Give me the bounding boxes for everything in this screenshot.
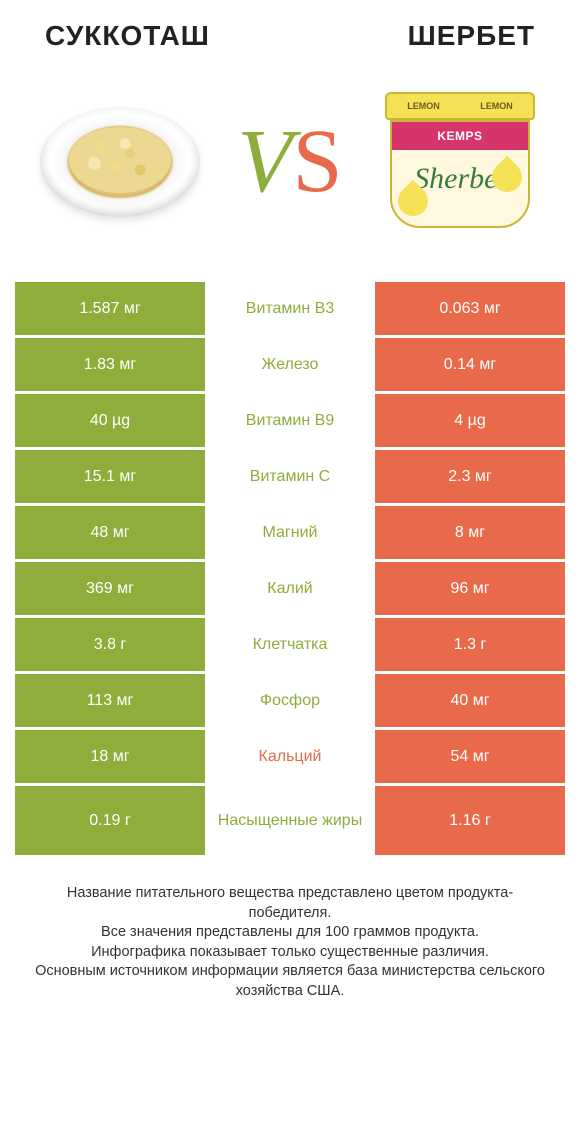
title-row: СУККОТАШ ШЕРБЕТ [15, 20, 565, 52]
tub-script: Sherbet [414, 162, 506, 196]
left-value: 369 мг [15, 562, 205, 615]
nutrient-name: Клетчатка [205, 618, 375, 671]
tub-lid-text-right: LEMON [480, 101, 513, 111]
right-value: 8 мг [375, 506, 565, 559]
right-value: 54 мг [375, 730, 565, 783]
left-value: 18 мг [15, 730, 205, 783]
right-value: 0.14 мг [375, 338, 565, 391]
right-title: ШЕРБЕТ [408, 20, 535, 52]
tub-lid: LEMON LEMON [385, 92, 535, 120]
right-value: 40 мг [375, 674, 565, 727]
left-value: 113 мг [15, 674, 205, 727]
nutrient-name: Магний [205, 506, 375, 559]
vs-label: VS [237, 117, 342, 207]
table-row: 1.587 мгВитамин B30.063 мг [15, 282, 565, 338]
nutrient-name: Железо [205, 338, 375, 391]
right-value: 0.063 мг [375, 282, 565, 335]
left-value: 3.8 г [15, 618, 205, 671]
nutrient-name: Витамин B3 [205, 282, 375, 335]
nutrient-name: Кальций [205, 730, 375, 783]
left-title: СУККОТАШ [45, 20, 210, 52]
left-value: 48 мг [15, 506, 205, 559]
right-food-image: LEMON LEMON KEMPS Sherbet [375, 92, 545, 232]
vs-v: V [237, 112, 292, 211]
left-value: 1.587 мг [15, 282, 205, 335]
right-value: 4 µg [375, 394, 565, 447]
table-row: 113 мгФосфор40 мг [15, 674, 565, 730]
comparison-table: 1.587 мгВитамин B30.063 мг1.83 мгЖелезо0… [15, 282, 565, 858]
vs-s: S [292, 112, 342, 211]
tub-body: KEMPS Sherbet [390, 120, 530, 228]
tub-brand: KEMPS [392, 122, 528, 150]
table-row: 3.8 гКлетчатка1.3 г [15, 618, 565, 674]
nutrient-name: Витамин B9 [205, 394, 375, 447]
right-value: 96 мг [375, 562, 565, 615]
hero-row: VS LEMON LEMON KEMPS Sherbet [15, 72, 565, 252]
table-row: 1.83 мгЖелезо0.14 мг [15, 338, 565, 394]
nutrient-name: Витамин C [205, 450, 375, 503]
left-value: 40 µg [15, 394, 205, 447]
right-value: 1.16 г [375, 786, 565, 855]
table-row: 40 µgВитамин B94 µg [15, 394, 565, 450]
tub-lid-text-left: LEMON [407, 101, 440, 111]
sherbet-tub-icon: LEMON LEMON KEMPS Sherbet [385, 92, 535, 232]
table-row: 0.19 гНасыщенные жиры1.16 г [15, 786, 565, 858]
nutrient-name: Фосфор [205, 674, 375, 727]
right-value: 1.3 г [375, 618, 565, 671]
left-value: 0.19 г [15, 786, 205, 855]
left-food-image [35, 107, 205, 217]
table-row: 369 мгКалий96 мг [15, 562, 565, 618]
nutrient-name: Насыщенные жиры [205, 786, 375, 855]
table-row: 18 мгКальций54 мг [15, 730, 565, 786]
right-value: 2.3 мг [375, 450, 565, 503]
table-row: 15.1 мгВитамин C2.3 мг [15, 450, 565, 506]
left-value: 1.83 мг [15, 338, 205, 391]
left-value: 15.1 мг [15, 450, 205, 503]
table-row: 48 мгМагний8 мг [15, 506, 565, 562]
succotash-plate-icon [40, 107, 200, 217]
nutrient-name: Калий [205, 562, 375, 615]
footer-note: Название питательного вещества представл… [15, 858, 565, 1001]
